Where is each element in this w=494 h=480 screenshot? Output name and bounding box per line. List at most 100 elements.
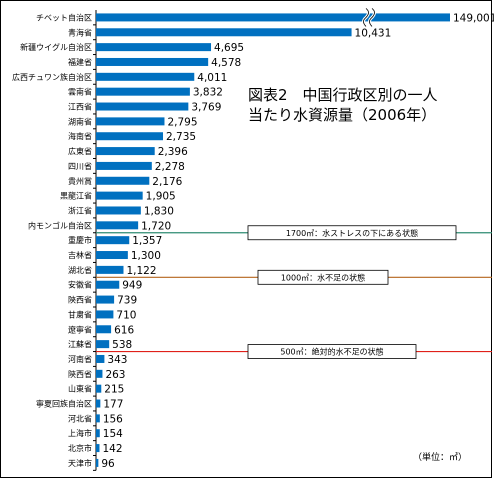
category-label: 青海省 [68,27,92,37]
value-label: 949 [122,280,142,292]
category-label: 北京市 [68,443,92,453]
bar [96,340,110,349]
value-label: 4,011 [197,72,227,84]
value-label: 1,720 [141,220,171,232]
category-label: 四川省 [68,161,92,171]
value-label: 96 [101,458,115,470]
category-label: 雲南省 [68,87,92,97]
value-label: 616 [114,324,134,336]
value-label: 4,695 [214,42,244,54]
category-label: 浙江省 [68,205,92,215]
bar [96,280,120,289]
category-label: 河南省 [68,354,92,364]
value-label: 215 [104,384,124,396]
bar [96,295,115,304]
bar [96,458,99,467]
category-label: 江蘇省 [68,339,92,349]
value-label: 2,396 [158,146,188,158]
bar [96,414,100,423]
category-label: 吉林省 [68,250,92,260]
category-label: 湖北省 [68,265,92,275]
value-label: 2,176 [152,176,182,188]
bar [96,444,100,453]
bar [96,57,209,66]
value-label: 177 [103,399,123,411]
category-label: 遼寧省 [68,324,92,334]
value-label: 263 [105,369,125,381]
category-label: 天津市 [68,458,92,468]
value-label: 1,122 [126,265,156,277]
bar [96,265,124,274]
unit-label: （単位：㎥） [413,453,468,463]
threshold-label: 500㎥：絶対的水不足の状態 [280,347,383,357]
bar [96,43,212,52]
threshold-box [257,269,389,285]
value-label: 739 [117,295,137,307]
category-label: チベット自治区 [36,12,92,22]
value-label: 3,832 [193,87,223,99]
chart-title-line1: 図表2 中国行政区別の一人 [248,86,438,104]
value-label: 343 [107,354,127,366]
category-label: 新疆ウイグル自治区 [20,42,92,52]
bar [96,13,450,22]
bar [96,354,105,363]
category-label: 貴州賞 [68,176,92,186]
bar [96,399,101,408]
category-label: 重慶市 [68,235,92,245]
value-label: 2,278 [155,161,185,173]
bar [96,221,139,230]
category-label: 安徽省 [68,280,92,290]
category-label: 福建省 [68,57,92,67]
bar [96,161,152,170]
value-label: 2,795 [167,116,197,128]
value-label: 1,357 [132,235,162,247]
category-label: 広西チュワン族自治区 [12,72,92,82]
bar [96,369,103,378]
value-label: 4,578 [211,57,241,69]
bar [96,117,165,126]
category-label: 甘粛省 [68,309,92,319]
category-label: 湖南省 [68,116,92,126]
value-label: 2,735 [166,131,196,143]
bar [96,132,164,141]
bar [96,325,112,334]
threshold-box [247,344,417,359]
category-label: 陝西省 [68,295,92,305]
bar [96,251,128,260]
category-label: 上海市 [68,428,92,438]
value-label: 10,431 [355,27,392,39]
value-label: 156 [103,413,123,425]
category-label: 河北省 [68,413,92,423]
value-label: 1,830 [144,205,174,217]
category-label: 海南省 [68,131,92,141]
value-label: 3,769 [191,102,221,114]
category-label: 山東省 [68,384,92,394]
bar [96,72,195,81]
bar [96,236,130,245]
threshold-label: 1700㎥：水ストレスの下にある状態 [286,228,418,238]
category-label: 広東省 [68,146,92,156]
bar [96,310,114,319]
bar [96,429,100,438]
bar [96,28,352,37]
value-label: 1,905 [146,191,176,203]
value-label: 538 [112,339,132,351]
value-label: 142 [102,443,122,455]
bar [96,87,190,96]
axis-break-mark [369,8,375,27]
category-label: 江西省 [68,102,92,112]
category-label: 寧夏回族自治区 [36,399,92,409]
chart-title-line2: 当たり水資源量（2006年） [248,106,437,124]
bar [96,176,150,185]
value-label: 710 [116,309,136,321]
bar [96,384,102,393]
category-label: 内モンゴル自治区 [28,220,92,230]
category-label: 黒龍江省 [60,191,92,201]
value-label: 1,300 [131,250,161,262]
threshold-box [247,225,457,241]
bar [96,147,155,156]
axis-break-mark [363,8,369,27]
value-label: 154 [103,428,123,440]
category-label: 陝西省 [68,369,92,379]
